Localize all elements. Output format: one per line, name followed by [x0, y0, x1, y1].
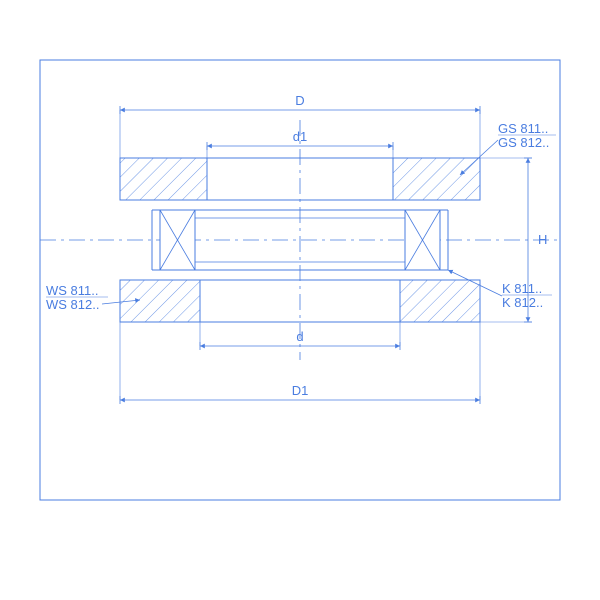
- svg-text:H: H: [538, 232, 547, 247]
- svg-text:WS 812..: WS 812..: [46, 297, 99, 312]
- svg-text:D: D: [295, 93, 304, 108]
- svg-text:WS 811..: WS 811..: [46, 283, 99, 298]
- svg-text:d1: d1: [293, 129, 307, 144]
- svg-text:K 812..: K 812..: [502, 295, 543, 310]
- svg-text:GS 812..: GS 812..: [498, 135, 549, 150]
- svg-text:D1: D1: [292, 383, 309, 398]
- svg-text:GS 811..: GS 811..: [498, 121, 548, 136]
- svg-text:d: d: [296, 329, 303, 344]
- svg-text:K 811..: K 811..: [502, 281, 542, 296]
